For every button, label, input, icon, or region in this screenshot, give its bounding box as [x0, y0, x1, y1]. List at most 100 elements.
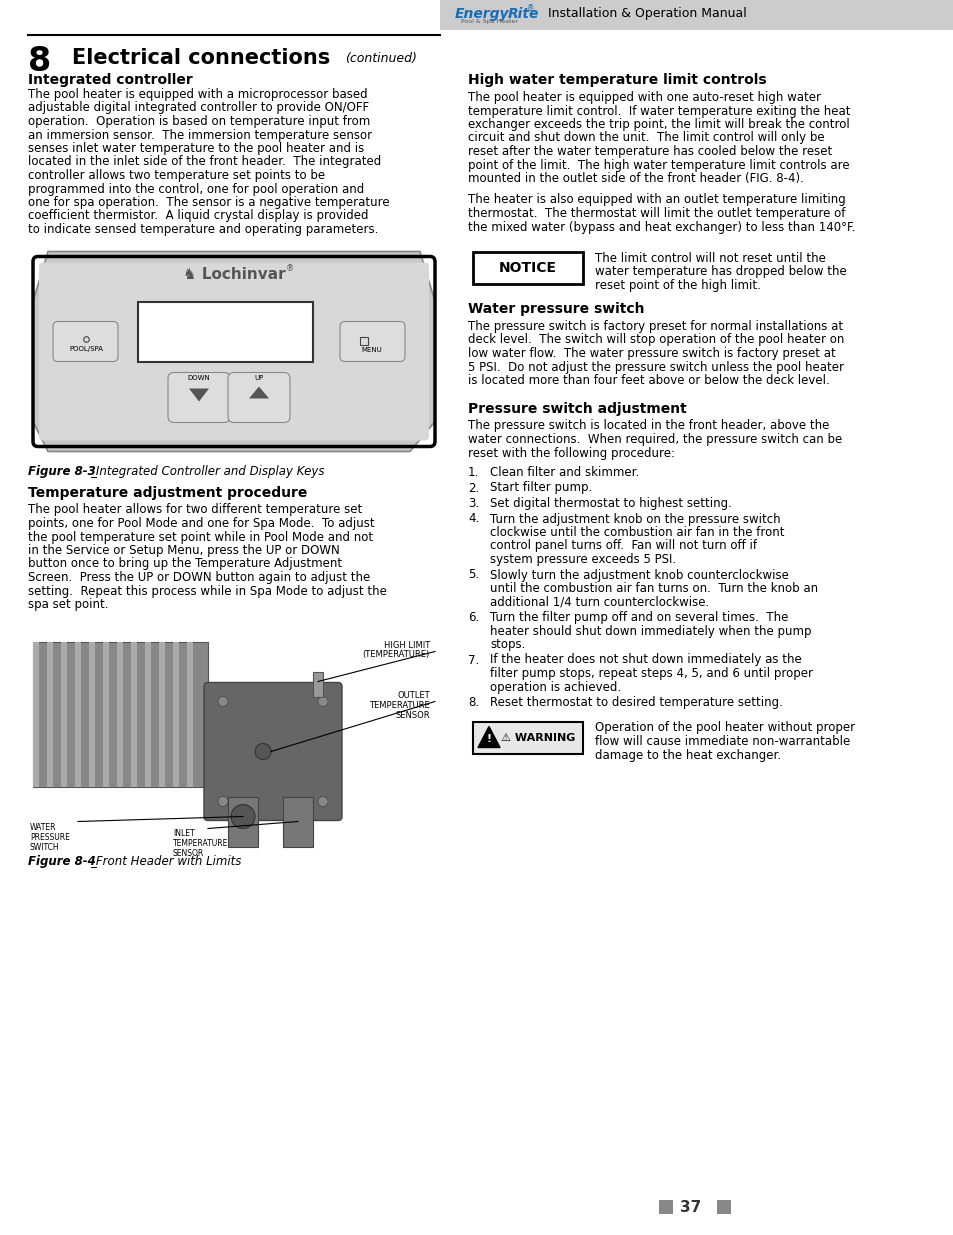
Text: !: ! [486, 734, 491, 743]
Text: Electrical connections: Electrical connections [71, 48, 330, 68]
Bar [89, 641, 95, 787]
Bar [138, 301, 313, 362]
Circle shape [317, 797, 328, 806]
Polygon shape [249, 387, 269, 399]
Circle shape [254, 743, 271, 760]
Bar [187, 641, 193, 787]
Text: Clean filter and skimmer.: Clean filter and skimmer. [490, 466, 639, 479]
Text: circuit and shut down the unit.  The limit control will only be: circuit and shut down the unit. The limi… [468, 131, 823, 144]
Bar [61, 641, 67, 787]
Text: The pool heater allows for two different temperature set: The pool heater allows for two different… [28, 504, 362, 516]
Text: 8: 8 [28, 44, 51, 78]
Text: 2.: 2. [468, 482, 478, 494]
Text: TEMPERATURE: TEMPERATURE [172, 839, 228, 847]
Text: The limit control will not reset until the: The limit control will not reset until t… [595, 252, 825, 266]
Text: until the combustion air fan turns on.  Turn the knob an: until the combustion air fan turns on. T… [490, 582, 818, 595]
Text: water temperature has dropped below the: water temperature has dropped below the [595, 266, 846, 279]
Bar [131, 641, 137, 787]
Text: temperature limit control.  If water temperature exiting the heat: temperature limit control. If water temp… [468, 105, 850, 117]
Polygon shape [33, 252, 435, 452]
Text: low water flow.  The water pressure switch is factory preset at: low water flow. The water pressure switc… [468, 347, 835, 359]
Text: Operation of the pool heater without proper: Operation of the pool heater without pro… [595, 721, 854, 735]
Text: SENSOR: SENSOR [395, 710, 430, 720]
Text: 4.: 4. [468, 513, 478, 526]
Text: Temperature adjustment procedure: Temperature adjustment procedure [28, 485, 307, 499]
Text: system pressure exceeds 5 PSI.: system pressure exceeds 5 PSI. [490, 553, 676, 566]
Text: programmed into the control, one for pool operation and: programmed into the control, one for poo… [28, 183, 364, 195]
FancyBboxPatch shape [168, 373, 230, 422]
Text: filter pump stops, repeat steps 4, 5, and 6 until proper: filter pump stops, repeat steps 4, 5, an… [490, 667, 812, 680]
Bar [172, 641, 179, 787]
Text: Installation & Operation Manual: Installation & Operation Manual [547, 7, 746, 21]
Text: Energy: Energy [455, 7, 509, 21]
Text: heater should shut down immediately when the pump: heater should shut down immediately when… [490, 625, 811, 637]
Bar [473, 721, 582, 753]
Bar [283, 797, 313, 846]
Text: (TEMPERATURE): (TEMPERATURE) [362, 651, 430, 659]
Text: Figure 8-4: Figure 8-4 [28, 855, 95, 867]
Text: located in the inlet side of the front header.  The integrated: located in the inlet side of the front h… [28, 156, 381, 168]
Text: ®: ® [526, 5, 534, 14]
Bar [473, 252, 582, 284]
Circle shape [218, 697, 228, 706]
Bar [75, 641, 81, 787]
Circle shape [218, 797, 228, 806]
Text: to indicate sensed temperature and operating parameters.: to indicate sensed temperature and opera… [28, 224, 378, 236]
Bar [359, 336, 368, 345]
Text: NOTICE: NOTICE [498, 261, 557, 275]
Text: stops.: stops. [490, 638, 525, 651]
Text: Reset thermostat to desired temperature setting.: Reset thermostat to desired temperature … [490, 697, 782, 709]
Bar [33, 641, 39, 787]
Text: ♞ Lochinvar: ♞ Lochinvar [182, 267, 285, 282]
Text: Integrated controller: Integrated controller [28, 73, 193, 86]
Text: reset with the following procedure:: reset with the following procedure: [468, 447, 675, 459]
Bar [159, 641, 165, 787]
Text: (continued): (continued) [345, 52, 416, 65]
Text: POOL/SPA: POOL/SPA [69, 347, 103, 352]
Text: HIGH LIMIT: HIGH LIMIT [383, 641, 430, 650]
Text: If the heater does not shut down immediately as the: If the heater does not shut down immedia… [490, 653, 801, 667]
Text: Screen.  Press the UP or DOWN button again to adjust the: Screen. Press the UP or DOWN button agai… [28, 571, 370, 584]
Text: mounted in the outlet side of the front header (FIG. 8-4).: mounted in the outlet side of the front … [468, 172, 803, 185]
Text: damage to the heat exchanger.: damage to the heat exchanger. [595, 748, 781, 762]
Text: Figure 8-3: Figure 8-3 [28, 466, 95, 478]
Text: additional 1/4 turn counterclockwise.: additional 1/4 turn counterclockwise. [490, 595, 708, 609]
Text: UP: UP [254, 374, 263, 380]
Text: Turn the adjustment knob on the pressure switch: Turn the adjustment knob on the pressure… [490, 513, 780, 526]
Bar [313, 672, 323, 697]
Bar [145, 641, 151, 787]
Text: operation.  Operation is based on temperature input from: operation. Operation is based on tempera… [28, 115, 370, 128]
Text: _Integrated Controller and Display Keys: _Integrated Controller and Display Keys [90, 466, 324, 478]
Text: coefficient thermistor.  A liquid crystal display is provided: coefficient thermistor. A liquid crystal… [28, 210, 368, 222]
Text: points, one for Pool Mode and one for Spa Mode.  To adjust: points, one for Pool Mode and one for Sp… [28, 517, 375, 530]
Text: reset point of the high limit.: reset point of the high limit. [595, 279, 760, 291]
Bar [103, 641, 109, 787]
Bar [47, 641, 53, 787]
Text: The pool heater is equipped with one auto-reset high water: The pool heater is equipped with one aut… [468, 91, 821, 104]
Text: water connections.  When required, the pressure switch can be: water connections. When required, the pr… [468, 433, 841, 446]
Text: The pool heater is equipped with a microprocessor based: The pool heater is equipped with a micro… [28, 88, 367, 101]
Text: 6.: 6. [468, 611, 478, 624]
Polygon shape [477, 726, 499, 747]
Text: 5 PSI.  Do not adjust the pressure switch unless the pool heater: 5 PSI. Do not adjust the pressure switch… [468, 361, 843, 373]
Circle shape [231, 804, 254, 829]
FancyBboxPatch shape [53, 321, 118, 362]
FancyBboxPatch shape [39, 263, 429, 441]
Bar [228, 797, 257, 846]
Text: exchanger exceeds the trip point, the limit will break the control: exchanger exceeds the trip point, the li… [468, 119, 849, 131]
Text: PRESSURE: PRESSURE [30, 832, 70, 841]
Text: senses inlet water temperature to the pool heater and is: senses inlet water temperature to the po… [28, 142, 364, 156]
Text: The heater is also equipped with an outlet temperature limiting: The heater is also equipped with an outl… [468, 194, 845, 206]
FancyBboxPatch shape [228, 373, 290, 422]
Text: the pool temperature set point while in Pool Mode and not: the pool temperature set point while in … [28, 531, 373, 543]
Text: one for spa operation.  The sensor is a negative temperature: one for spa operation. The sensor is a n… [28, 196, 389, 209]
Text: thermostat.  The thermostat will limit the outlet temperature of: thermostat. The thermostat will limit th… [468, 207, 844, 220]
Text: SWITCH: SWITCH [30, 842, 59, 851]
Text: Water pressure switch: Water pressure switch [468, 303, 644, 316]
Text: DOWN: DOWN [188, 374, 211, 380]
Text: 37: 37 [679, 1199, 700, 1214]
FancyBboxPatch shape [339, 321, 405, 362]
Text: The pressure switch is factory preset for normal installations at: The pressure switch is factory preset fo… [468, 320, 842, 333]
Text: 3.: 3. [468, 496, 478, 510]
Text: Pressure switch adjustment: Pressure switch adjustment [468, 401, 686, 415]
